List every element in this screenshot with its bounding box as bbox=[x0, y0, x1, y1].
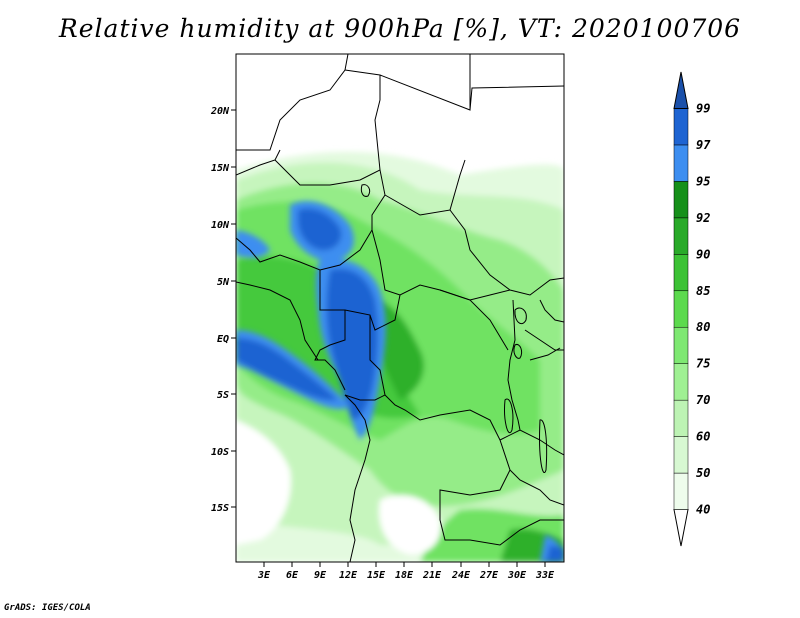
colorbar-swatch bbox=[673, 108, 689, 146]
colorbar: 40 50 60 70 75 80 85 90 92 95 97 99 bbox=[673, 71, 711, 547]
lat-label: EQ bbox=[217, 334, 229, 345]
colorbar-label: 80 bbox=[696, 320, 710, 334]
lon-label: 15E bbox=[367, 570, 386, 581]
colorbar-swatch bbox=[673, 144, 689, 182]
colorbar-label: 97 bbox=[696, 138, 711, 152]
lon-label: 6E bbox=[286, 570, 299, 581]
colorbar-label: 90 bbox=[696, 247, 710, 261]
colorbar-label: 60 bbox=[696, 430, 710, 444]
colorbar-swatch bbox=[673, 217, 689, 255]
lat-label: 15N bbox=[211, 163, 230, 174]
colorbar-swatch bbox=[673, 71, 689, 109]
colorbar-label: 95 bbox=[696, 174, 710, 188]
lon-label: 24E bbox=[451, 570, 471, 581]
lon-label: 12E bbox=[339, 570, 358, 581]
colorbar-swatch bbox=[673, 509, 689, 547]
humidity-field bbox=[236, 54, 564, 562]
colorbar-swatch bbox=[673, 326, 689, 364]
colorbar-swatch bbox=[673, 181, 689, 219]
lat-label: 5S bbox=[217, 390, 229, 401]
lon-label: 27E bbox=[479, 570, 499, 581]
colorbar-label: 85 bbox=[696, 284, 710, 298]
colorbar-swatch bbox=[673, 399, 689, 437]
lat-label: 10S bbox=[211, 447, 229, 458]
colorbar-swatch bbox=[673, 436, 689, 474]
colorbar-swatch bbox=[673, 290, 689, 328]
colorbar-swatch bbox=[673, 363, 689, 401]
lon-label: 18E bbox=[395, 570, 414, 581]
lon-label: 3E bbox=[257, 570, 271, 581]
lon-axis: 3E 6E 9E 12E 15E 18E 21E 24E 27E 30E 33E bbox=[257, 562, 555, 581]
grads-credit: GrADS: IGES/COLA bbox=[4, 603, 91, 613]
lat-axis: 20N 15N 10N 5N EQ 5S 10S 15S bbox=[210, 106, 236, 514]
colorbar-swatch bbox=[673, 254, 689, 292]
lon-label: 33E bbox=[535, 570, 555, 581]
colorbar-label: 70 bbox=[696, 393, 710, 407]
lon-label: 21E bbox=[422, 570, 442, 581]
lakes bbox=[360, 184, 548, 473]
colorbar-label: 92 bbox=[696, 211, 710, 225]
lon-label: 9E bbox=[314, 570, 327, 581]
colorbar-label: 40 bbox=[696, 503, 710, 517]
lat-label: 5N bbox=[217, 277, 230, 288]
colorbar-label: 50 bbox=[696, 466, 710, 480]
map-title: Relative humidity at 900hPa [%], VT: 202… bbox=[58, 14, 742, 43]
lat-label: 15S bbox=[211, 503, 229, 514]
country-borders bbox=[236, 54, 564, 562]
lat-label: 20N bbox=[210, 106, 230, 117]
colorbar-label: 99 bbox=[696, 101, 710, 115]
colorbar-swatch bbox=[673, 472, 689, 510]
map-frame bbox=[235, 53, 565, 563]
lon-label: 30E bbox=[507, 570, 527, 581]
lat-label: 10N bbox=[211, 220, 230, 231]
colorbar-label: 75 bbox=[696, 357, 710, 371]
